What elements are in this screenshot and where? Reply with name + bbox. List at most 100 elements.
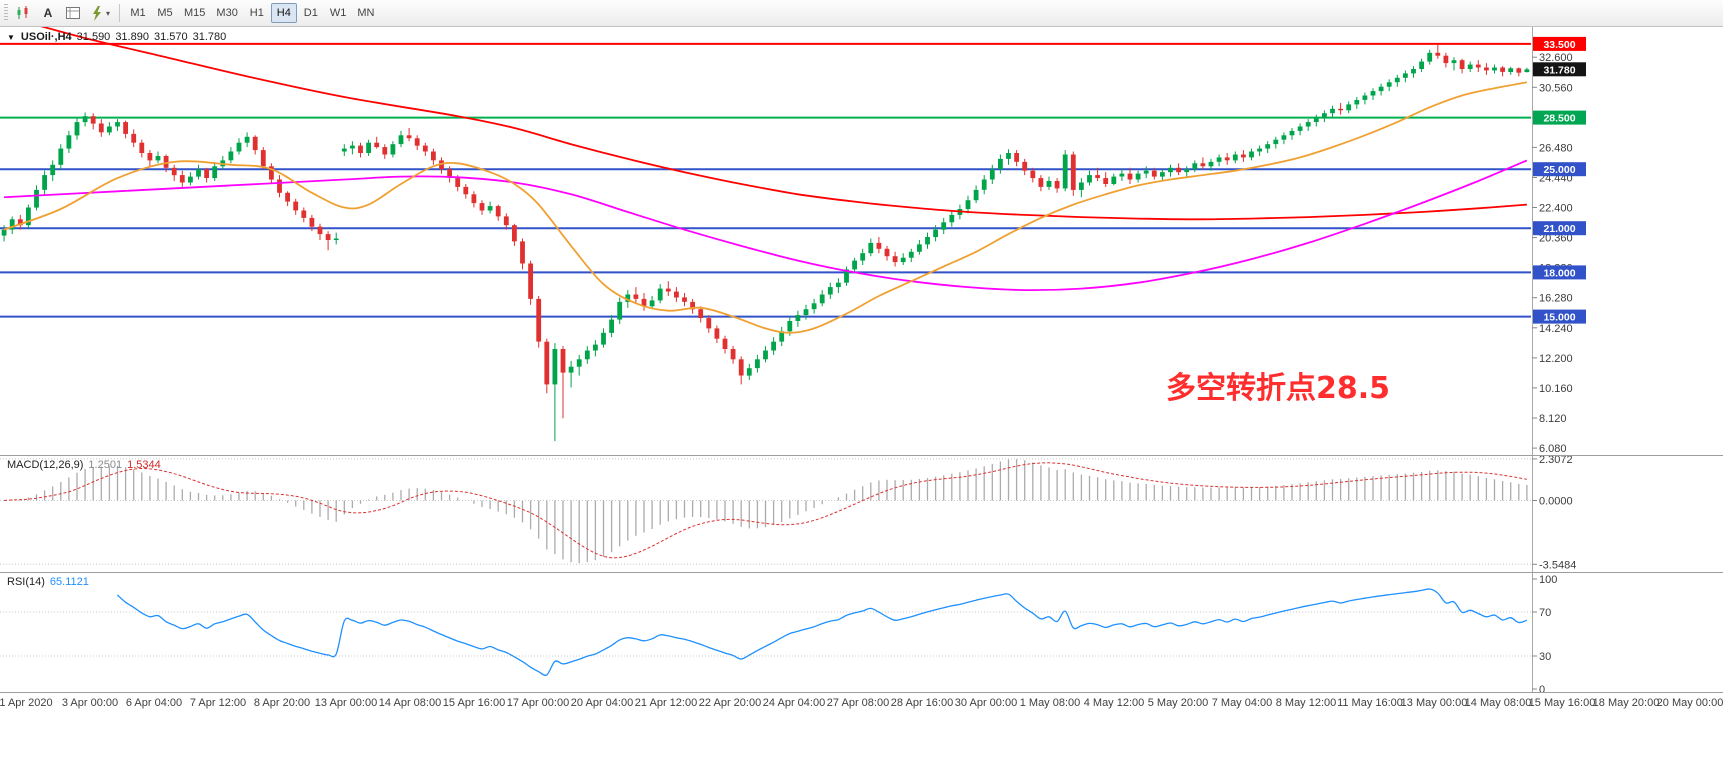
time-label: 14 Apr 08:00: [378, 697, 442, 709]
indicators-icon[interactable]: ▾: [86, 2, 114, 24]
candle: [844, 266, 849, 286]
candle: [771, 337, 776, 355]
candle: [1135, 170, 1141, 183]
tf-button-MN[interactable]: MN: [352, 3, 379, 23]
macd-scale[interactable]: 2.3072 0.0000 -3.5484: [1532, 456, 1576, 572]
price-chart-canvas[interactable]: 32.60030.56028.52026.48024.44022.40020.3…: [0, 27, 1723, 455]
candle: [884, 245, 890, 261]
toolbar-chart-tools: A ▾: [11, 2, 114, 24]
candlestick-chart-icon[interactable]: [11, 2, 35, 24]
candle: [674, 287, 679, 302]
candle: [584, 346, 590, 364]
tf-button-M1[interactable]: M1: [125, 3, 151, 23]
candle: [82, 112, 88, 127]
candle: [1192, 160, 1198, 173]
one-click-trading-toggle[interactable]: ▼: [7, 32, 15, 42]
toolbar-drag-handle[interactable]: [4, 4, 8, 22]
macd-histogram: [11, 459, 1528, 564]
candle: [26, 204, 31, 229]
tf-button-M30[interactable]: M30: [211, 3, 242, 23]
candle: [1427, 49, 1433, 65]
time-label: 24 Apr 04:00: [762, 697, 826, 709]
candle: [811, 298, 817, 314]
candle: [131, 129, 137, 148]
candle: [277, 175, 282, 198]
svg-text:20.360: 20.360: [1539, 233, 1573, 245]
time-label: 14 May 08:00: [1464, 697, 1532, 709]
candle: [1516, 67, 1522, 77]
candle: [1378, 83, 1384, 96]
time-axis[interactable]: 1 Apr 2020 3 Apr 00:00 6 Apr 04:00 7 Apr 12…: [0, 692, 1723, 712]
toolbar-separator: [119, 4, 121, 22]
candle: [34, 185, 39, 211]
text-label-tool-icon[interactable]: A: [36, 2, 60, 24]
candle: [358, 142, 363, 158]
svg-text:30.560: 30.560: [1539, 82, 1573, 94]
candle: [1492, 64, 1497, 74]
candle: [819, 290, 825, 307]
rsi-canvas[interactable]: 100 70 30 0: [0, 573, 1723, 692]
svg-text:8.120: 8.120: [1539, 413, 1567, 425]
candle: [447, 166, 452, 183]
candle: [981, 175, 987, 195]
candle: [1176, 163, 1181, 176]
candle: [917, 240, 922, 255]
candle: [1200, 157, 1206, 170]
tf-button-M15[interactable]: M15: [179, 3, 210, 23]
candle: [463, 184, 469, 199]
candle: [1095, 167, 1100, 181]
candle: [317, 223, 323, 240]
candle: [1370, 88, 1376, 100]
tf-button-H4[interactable]: H4: [270, 3, 297, 23]
candle: [657, 284, 663, 304]
macd-signal-line: [4, 462, 1527, 559]
tf-button-M5[interactable]: M5: [152, 3, 178, 23]
candle: [1386, 79, 1392, 92]
candle: [576, 354, 582, 376]
candle: [544, 338, 550, 394]
candle: [374, 136, 380, 149]
candle: [42, 170, 47, 195]
rsi-scale[interactable]: 100 70 30 0: [1532, 573, 1557, 692]
candle: [1257, 145, 1262, 156]
candle: [17, 214, 23, 230]
candle: [431, 148, 436, 165]
candle: [495, 204, 501, 221]
svg-text:31.780: 31.780: [1543, 64, 1575, 76]
tf-button-W1[interactable]: W1: [325, 3, 352, 23]
candle: [1305, 119, 1311, 131]
candle: [1459, 58, 1465, 74]
candle: [503, 213, 509, 230]
svg-text:18.000: 18.000: [1543, 267, 1575, 279]
time-label: 8 May 12:00: [1275, 697, 1337, 709]
candle: [1216, 154, 1222, 167]
svg-text:0.0000: 0.0000: [1539, 496, 1573, 508]
tf-button-H1[interactable]: H1: [244, 3, 270, 23]
macd-canvas[interactable]: 2.3072 0.0000 -3.5484: [0, 456, 1723, 572]
rsi-name: RSI(14): [7, 576, 45, 588]
time-label: 18 May 20:00: [1592, 697, 1660, 709]
candle: [398, 130, 404, 148]
candle: [973, 185, 979, 204]
time-label: 7 Apr 12:00: [189, 697, 247, 709]
chart-template-icon[interactable]: [61, 2, 85, 24]
candle: [155, 151, 161, 164]
candle: [1338, 102, 1343, 115]
annotation-text: 多空转折点28.5: [1166, 371, 1391, 406]
candle: [1524, 67, 1530, 73]
svg-text:12.200: 12.200: [1539, 353, 1573, 365]
tf-button-D1[interactable]: D1: [298, 3, 324, 23]
candle: [204, 167, 209, 183]
candle: [260, 147, 266, 170]
macd-main-value: 1.2501: [88, 459, 123, 471]
candle: [1224, 153, 1230, 165]
ohlc-close: 31.780: [192, 31, 227, 43]
candle: [1273, 136, 1279, 149]
rsi-line: [117, 588, 1528, 676]
candle: [1127, 167, 1133, 184]
price-scale[interactable]: 32.60030.56028.52026.48024.44022.40020.3…: [1532, 27, 1586, 455]
candle: [439, 157, 444, 174]
candle: [779, 326, 785, 347]
toolbar: A ▾ M1 M5 M15 M30 H1 H4 D1 W1 MN: [0, 0, 1723, 27]
candle: [406, 128, 412, 142]
